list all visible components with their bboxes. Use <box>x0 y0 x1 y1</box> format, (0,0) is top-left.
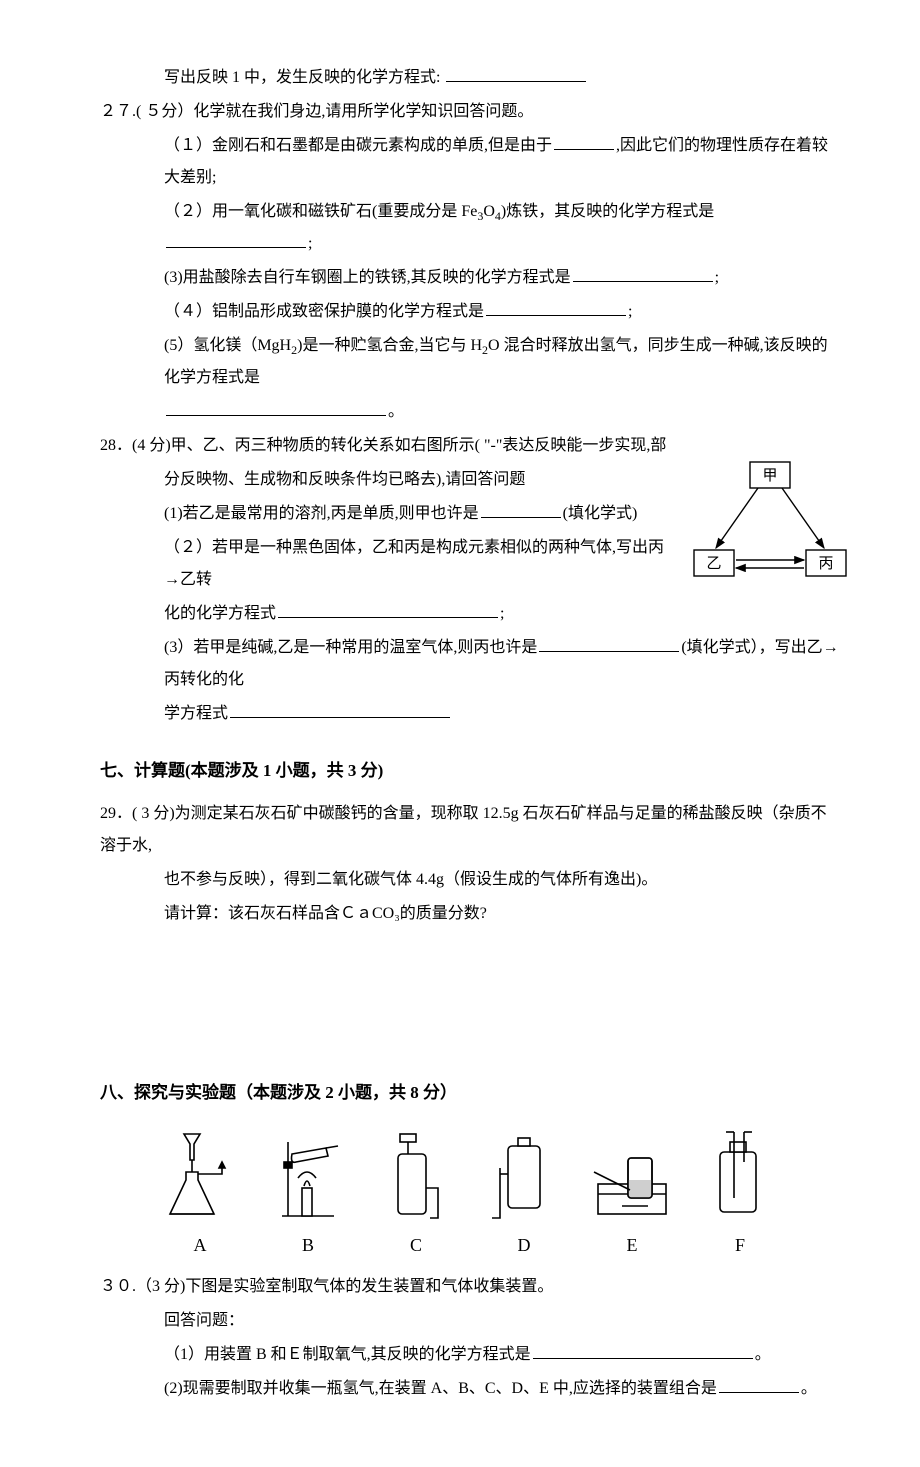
apparatus-E-icon <box>592 1128 672 1223</box>
q27-p2b: O <box>483 203 495 220</box>
q27-p4b: ; <box>628 303 632 320</box>
q27-p4a: （４）铝制品形成致密保护膜的化学方程式是 <box>164 303 484 320</box>
q29-l3: 请计算：该石灰石样品含ＣａCO₃的质量分数? <box>100 898 840 930</box>
q28-p3c: 学方程式 <box>164 705 228 722</box>
apparatus-C-label: C <box>410 1227 422 1263</box>
q28-p3c-line: 学方程式 <box>100 698 840 730</box>
q27-p5b: )是一种贮氢合金,当它与 H <box>297 337 482 354</box>
q27-p2a: （２）用一氧化碳和磁铁矿石(重要成分是 Fe <box>164 203 477 220</box>
q28-p2-blank[interactable] <box>278 601 498 618</box>
q29-l1: 29．( 3 分)为测定某石灰石矿中碳酸钙的含量，现称取 12.5g 石灰石矿样… <box>100 798 840 862</box>
apparatus-B-label: B <box>302 1227 314 1263</box>
q28-header-b: 分反映物、生成物和反映条件均已略去),请回答问题 <box>100 464 665 496</box>
q30-p1b: 。 <box>755 1346 771 1363</box>
q27-p3: (3)用盐酸除去自行车钢圈上的铁锈,其反映的化学方程式是; <box>100 262 840 294</box>
node-bing-text: 丙 <box>818 556 833 572</box>
apparatus-F-label: F <box>735 1227 745 1263</box>
apparatus-C: C <box>376 1128 456 1263</box>
q28-p1b: (填化学式) <box>563 505 638 522</box>
edge-jia-bing <box>782 488 824 548</box>
apparatus-row: A B C <box>100 1128 840 1263</box>
q27-p5: (5）氢化镁（MgH2)是一种贮氢合金,当它与 H2O 混合时释放出氢气，同步生… <box>100 330 840 394</box>
q27-p3a: (3)用盐酸除去自行车钢圈上的铁锈,其反映的化学方程式是 <box>164 269 571 286</box>
q27-p3-blank[interactable] <box>573 265 713 282</box>
q28-p3a: (3）若甲是纯碱,乙是一种常用的温室气体,则丙也许是 <box>164 639 537 656</box>
apparatus-B: B <box>268 1128 348 1263</box>
apparatus-E-label: E <box>627 1227 638 1263</box>
node-yi-text: 乙 <box>706 556 721 572</box>
q28-p1: (1)若乙是最常用的溶剂,丙是单质,则甲也许是 (填化学式) <box>100 498 665 530</box>
apparatus-D-label: D <box>518 1227 531 1263</box>
q28-p1a: (1)若乙是最常用的溶剂,丙是单质,则甲也许是 <box>164 505 479 522</box>
apparatus-A-icon <box>160 1128 240 1223</box>
q27-p5-blank[interactable] <box>166 399 386 416</box>
q28-p2a: （２）若甲是一种黑色固体，乙和丙是构成元素相似的两种气体,写出丙→乙转 <box>100 532 665 596</box>
q28-p3: (3）若甲是纯碱,乙是一种常用的温室气体,则丙也许是(填化学式），写出乙→丙转化… <box>100 632 840 696</box>
q30-p2b: 。 <box>801 1380 817 1397</box>
apparatus-E: E <box>592 1128 672 1263</box>
q27-p5-cont: 。 <box>100 396 840 428</box>
q28-figure: 甲 乙 丙 <box>690 460 850 580</box>
q27-header: ２７.( ５分）化学就在我们身边,请用所学化学知识回答问题。 <box>100 96 840 128</box>
apparatus-A: A <box>160 1128 240 1263</box>
q26-text: 写出反映 1 中，发生反映的化学方程式: <box>164 69 440 86</box>
q30-p2-blank[interactable] <box>719 1376 799 1393</box>
apparatus-C-icon <box>376 1128 456 1223</box>
q28-header: 28．(4 分)甲、乙、丙三种物质的转化关系如右图所示( "-"表达反映能一步实… <box>100 430 840 462</box>
q27-p4-blank[interactable] <box>486 299 626 316</box>
q28-p3-blank2[interactable] <box>230 701 450 718</box>
q28-p3-blank1[interactable] <box>539 635 679 652</box>
q26-blank[interactable] <box>446 65 586 82</box>
apparatus-D: D <box>484 1128 564 1263</box>
q30-p2: (2)现需要制取并收集一瓶氢气,在装置 A、B、C、D、E 中,应选择的装置组合… <box>100 1373 840 1405</box>
q27-p1: （１）金刚石和石墨都是由碳元素构成的单质,但是由于,因此它们的物理性质存在着较大… <box>100 130 840 194</box>
q28-p2c: ; <box>500 605 504 622</box>
q30-sub: 回答问题： <box>100 1305 840 1337</box>
q30-p1: （1）用装置 B 和Ｅ制取氧气,其反映的化学方程式是 。 <box>100 1339 840 1371</box>
q27-p2-blank[interactable] <box>166 231 306 248</box>
q28-p2b: 化的化学方程式 <box>164 605 276 622</box>
q29-l2: 也不参与反映），得到二氧化碳气体 4.4g（假设生成的气体所有逸出)。 <box>100 864 840 896</box>
q27-p3b: ; <box>715 269 719 286</box>
q28-wrap: 甲 乙 丙 28．(4 分)甲、乙、丙三种物质的转化关系如右图所示( "-"表达… <box>100 430 840 730</box>
q30-header: ３０.（3 分)下图是实验室制取气体的发生装置和气体收集装置。 <box>100 1271 840 1303</box>
q28-p1-blank[interactable] <box>481 501 561 518</box>
q27-p2d: ; <box>308 235 312 252</box>
calc-workspace <box>100 932 840 1052</box>
q27-p1-blank[interactable] <box>554 133 614 150</box>
node-jia-text: 甲 <box>762 468 777 484</box>
q26-line: 写出反映 1 中，发生反映的化学方程式: <box>100 62 840 94</box>
section-7-heading: 七、计算题(本题涉及 1 小题，共 3 分) <box>100 754 840 788</box>
q27-p4: （４）铝制品形成致密保护膜的化学方程式是; <box>100 296 840 328</box>
apparatus-A-label: A <box>194 1227 207 1263</box>
q30-p2a: (2)现需要制取并收集一瓶氢气,在装置 A、B、C、D、E 中,应选择的装置组合… <box>164 1380 717 1397</box>
apparatus-F-icon <box>700 1128 780 1223</box>
apparatus-B-icon <box>268 1128 348 1223</box>
q27-p5a: (5）氢化镁（MgH <box>164 337 291 354</box>
q30-p1a: （1）用装置 B 和Ｅ制取氧气,其反映的化学方程式是 <box>164 1346 531 1363</box>
apparatus-F: F <box>700 1128 780 1263</box>
q27-p2: （２）用一氧化碳和磁铁矿石(重要成分是 Fe3O4)炼铁，其反映的化学方程式是; <box>100 196 840 260</box>
q30-p1-blank[interactable] <box>533 1342 753 1359</box>
q27-p5d: 。 <box>388 403 404 420</box>
q27-p1a: （１）金刚石和石墨都是由碳元素构成的单质,但是由于 <box>164 137 552 154</box>
edge-jia-yi <box>716 488 758 548</box>
section-8-heading: 八、探究与实验题（本题涉及 2 小题，共 8 分） <box>100 1076 840 1110</box>
q28-svg: 甲 乙 丙 <box>690 460 850 580</box>
q27-p2c: )炼铁，其反映的化学方程式是 <box>501 203 714 220</box>
q28-p2b-line: 化的化学方程式; <box>100 598 665 630</box>
apparatus-D-icon <box>484 1128 564 1223</box>
